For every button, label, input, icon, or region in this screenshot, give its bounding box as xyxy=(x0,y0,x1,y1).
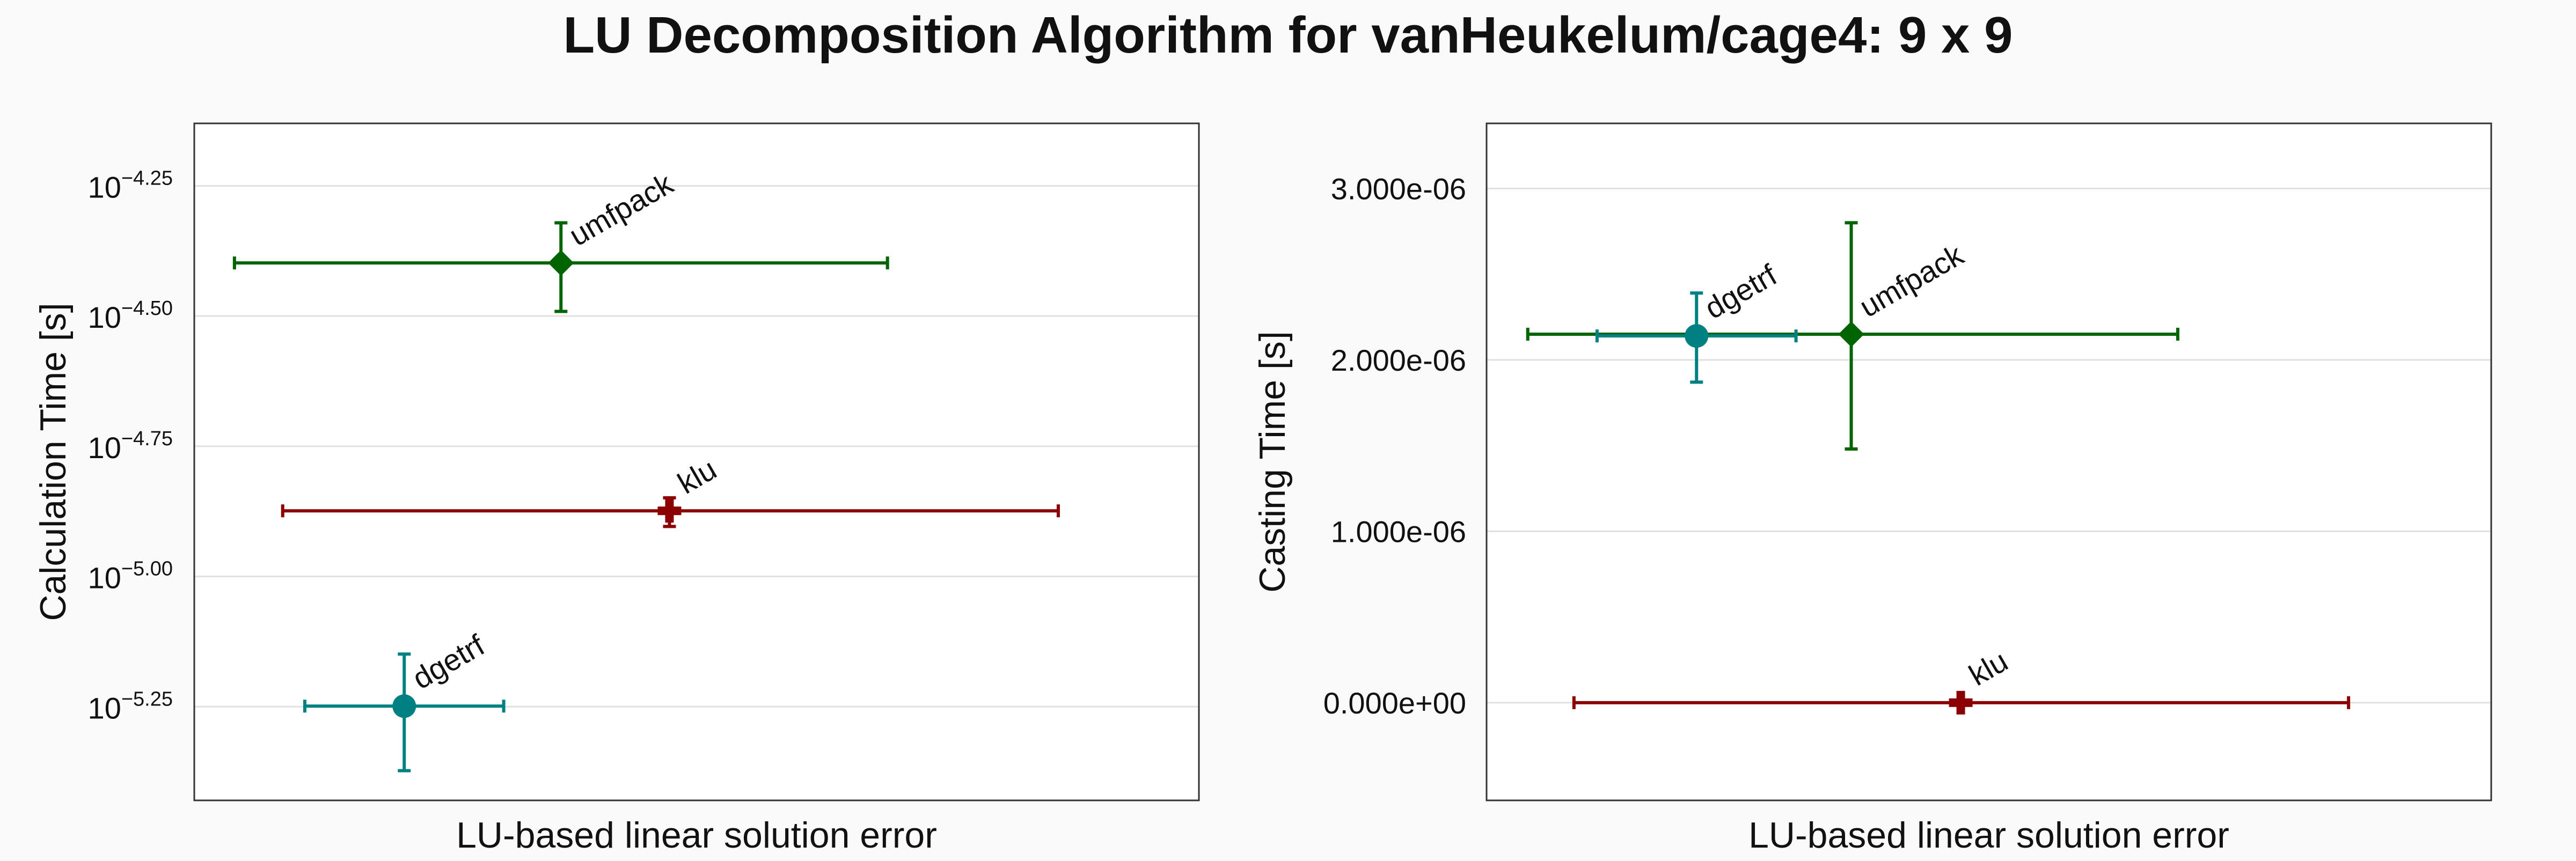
y-tick-label: 10−5.00 xyxy=(88,558,173,595)
plot-area xyxy=(1487,123,2491,800)
y-tick-label: 0.000e+00 xyxy=(1323,686,1466,720)
y-axis-label: Casting Time [s] xyxy=(1252,331,1293,593)
point-marker xyxy=(1685,324,1709,348)
x-axis-label: LU-based linear solution error xyxy=(456,815,937,856)
point-marker xyxy=(1838,321,1864,347)
point-marker xyxy=(657,499,682,523)
y-tick-label: 3.000e-06 xyxy=(1331,172,1466,205)
y-tick-label: 2.000e-06 xyxy=(1331,343,1466,377)
y-tick-label: 10−4.25 xyxy=(88,167,173,204)
plot-frame xyxy=(1485,122,2492,801)
right-panel: 0.000e+00 1.000e-06 2.000e-06 3.000e-06 LU-b… xyxy=(1252,122,2492,856)
y-tick-label: 10−4.75 xyxy=(88,428,173,465)
figure-title: LU Decomposition Algorithm for vanHeukel… xyxy=(564,6,2013,64)
plot-area xyxy=(194,123,1199,800)
left-panel: 10−4.25 10−4.50 10−4.75 10−5.00 10−5.25 LU-ba… xyxy=(33,122,1200,856)
point-marker xyxy=(392,694,416,718)
point-marker xyxy=(1949,690,1973,715)
y-tick-label: 1.000e-06 xyxy=(1331,514,1466,548)
x-axis-label: LU-based linear solution error xyxy=(1748,815,2229,856)
y-axis-label: Calculation Time [s] xyxy=(33,303,74,621)
y-tick-label: 10−4.50 xyxy=(88,297,173,334)
y-tick-label: 10−5.25 xyxy=(88,688,173,725)
point-marker xyxy=(548,250,574,276)
plot-frame xyxy=(193,122,1200,801)
